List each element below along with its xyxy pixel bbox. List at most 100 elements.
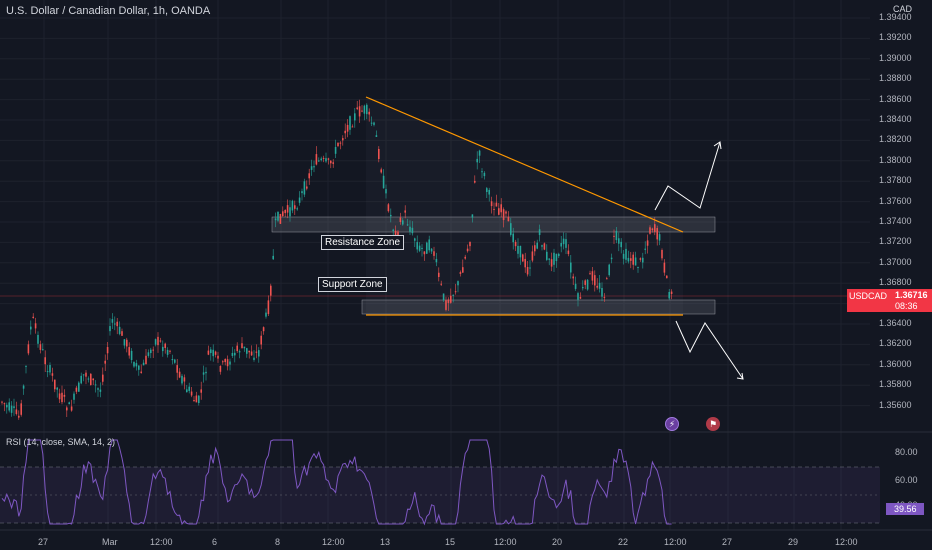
- candle-body: [622, 253, 625, 259]
- candle-body: [262, 327, 265, 332]
- candle-body: [39, 344, 42, 350]
- candle-body: [608, 264, 610, 276]
- bullish-projection-arrow[interactable]: [654, 141, 721, 211]
- time-tick-label: 12:00: [322, 537, 345, 547]
- candle-body: [157, 336, 159, 346]
- candle-body: [529, 267, 531, 269]
- candle-body: [493, 208, 495, 210]
- candle-body: [337, 142, 339, 147]
- candle-body: [308, 173, 310, 179]
- candle-body: [409, 226, 411, 232]
- candle-body: [102, 374, 104, 382]
- candle-body: [406, 224, 409, 226]
- price-tick-label: 1.36800: [879, 277, 912, 288]
- candle-body: [294, 205, 296, 209]
- candle-body: [464, 256, 466, 259]
- candle-body: [178, 371, 181, 378]
- chart-grid: [0, 0, 870, 530]
- candle-body: [78, 382, 80, 392]
- candle-body: [601, 287, 603, 297]
- descending-trendline[interactable]: [365, 96, 684, 233]
- candle-body: [99, 389, 102, 392]
- candle-body: [140, 371, 142, 373]
- candle-body: [462, 267, 464, 273]
- candle-body: [207, 350, 210, 355]
- candle-body: [630, 258, 632, 261]
- resistance-zone-label[interactable]: Resistance Zone: [321, 235, 405, 250]
- candle-body: [205, 371, 207, 374]
- candle-body: [198, 395, 200, 404]
- bearish-projection-arrow[interactable]: [675, 320, 744, 380]
- candle-body: [445, 300, 447, 310]
- candle-body: [507, 216, 510, 222]
- candle-body: [555, 253, 558, 262]
- time-tick-label: 15: [445, 537, 456, 547]
- candle-body: [181, 375, 183, 384]
- candle-body: [392, 229, 394, 232]
- candle-body: [75, 387, 78, 392]
- price-tick-label: 1.38800: [879, 73, 912, 84]
- candle-body: [584, 280, 586, 285]
- candle-body: [534, 245, 536, 252]
- candle-body: [54, 379, 56, 390]
- candle-body: [500, 204, 502, 213]
- candle-body: [195, 395, 198, 403]
- candle-body: [241, 343, 243, 349]
- candle-body: [658, 234, 661, 241]
- candle-body: [128, 347, 130, 356]
- candle-body: [433, 251, 435, 256]
- candle-body: [327, 158, 330, 160]
- candle-body: [296, 208, 298, 210]
- candle-body: [20, 403, 22, 415]
- candle-body: [469, 242, 471, 247]
- candle-body: [644, 248, 646, 250]
- candle-body: [562, 238, 565, 245]
- candle-body: [634, 257, 637, 266]
- support-zone-label[interactable]: Support Zone: [318, 277, 387, 292]
- candle-body: [46, 371, 49, 373]
- time-tick-label: 22: [618, 537, 629, 547]
- candle-body: [27, 344, 30, 354]
- support-zone[interactable]: [361, 299, 716, 315]
- candle-body: [656, 228, 658, 240]
- candle-body: [589, 273, 591, 275]
- candle-body: [126, 339, 128, 347]
- candle-body: [514, 241, 517, 247]
- candle-body: [548, 258, 550, 260]
- candle-body: [70, 406, 73, 411]
- candle-body: [253, 357, 255, 360]
- candle-body: [188, 386, 190, 391]
- candle-body: [334, 146, 337, 154]
- candle-body: [639, 258, 642, 260]
- candle-body: [339, 142, 342, 144]
- candle-body: [397, 231, 399, 236]
- candle-body: [423, 251, 426, 255]
- price-tick-label: 1.38200: [879, 134, 912, 145]
- candle-body: [390, 214, 392, 217]
- candle-body: [654, 224, 656, 232]
- candle-body: [625, 248, 627, 260]
- candle-body: [452, 294, 454, 296]
- candle-body: [313, 166, 315, 168]
- rsi-indicator-title[interactable]: RSI (14, close, SMA, 14, 2): [6, 437, 116, 447]
- candle-body: [649, 227, 651, 234]
- candle-body: [320, 158, 322, 161]
- flag-icon[interactable]: ⚑: [706, 417, 720, 431]
- candle-body: [15, 409, 18, 414]
- candle-body: [171, 359, 174, 361]
- time-tick-label: 12:00: [835, 537, 858, 547]
- candle-body: [594, 275, 596, 286]
- candle-body: [522, 254, 524, 262]
- candle-body: [553, 252, 555, 265]
- candle-body: [44, 357, 46, 365]
- symbol-title[interactable]: U.S. Dollar / Canadian Dollar, 1h, OANDA: [6, 5, 211, 17]
- candle-body: [176, 365, 178, 373]
- resistance-zone[interactable]: [271, 216, 716, 233]
- lightning-icon[interactable]: ⚡: [665, 417, 679, 431]
- time-tick-label: 13: [380, 537, 391, 547]
- rsi-tick-label: 60.00: [895, 475, 918, 485]
- candle-body: [454, 291, 457, 293]
- candle-body: [190, 391, 193, 396]
- candle-body: [661, 249, 663, 259]
